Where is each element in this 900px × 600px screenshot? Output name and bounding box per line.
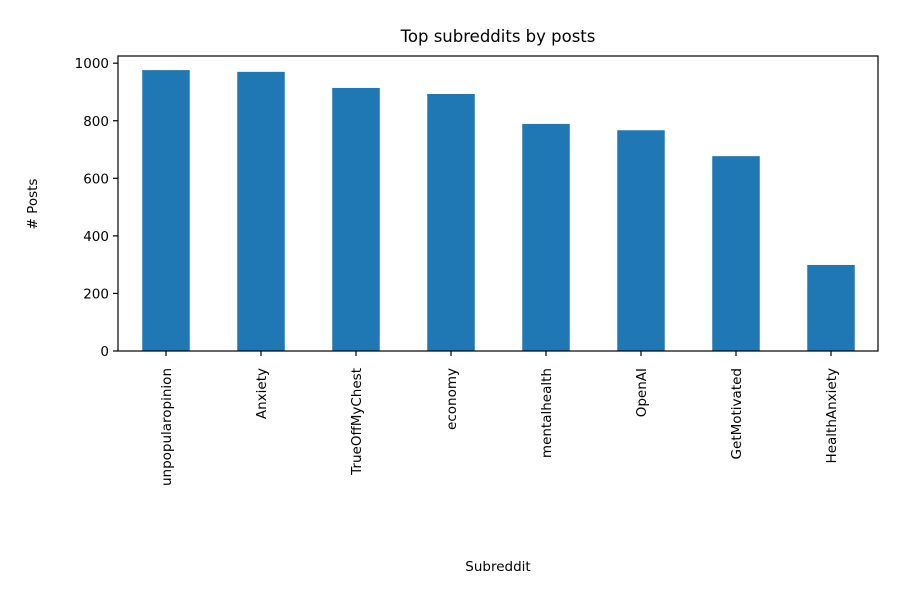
y-tick-label: 600 xyxy=(83,171,109,187)
y-tick-label: 200 xyxy=(83,286,109,302)
y-tick-label: 400 xyxy=(83,229,109,245)
x-axis: unpopularopinion Anxiety TrueOffMyChest eco… xyxy=(159,351,840,486)
chart-title: Top subreddits by posts xyxy=(400,27,596,46)
x-axis-label: Subreddit xyxy=(465,559,530,575)
y-tick-label: 0 xyxy=(100,344,109,360)
x-tick-label: economy xyxy=(444,368,460,430)
bar-unpopularopinion xyxy=(142,70,190,351)
x-tick-label: GetMotivated xyxy=(729,368,745,459)
x-tick-label: OpenAI xyxy=(634,368,650,417)
y-tick-label: 1000 xyxy=(75,56,109,72)
x-tick-label: mentalhealth xyxy=(539,368,555,458)
bar-anxiety xyxy=(237,71,285,351)
bars-group xyxy=(142,70,855,352)
x-tick-label: unpopularopinion xyxy=(159,368,175,486)
plot-frame xyxy=(117,55,879,352)
bar-trueoffmychest xyxy=(332,87,380,351)
y-axis-label: # Posts xyxy=(25,179,41,230)
x-tick-label: TrueOffMyChest xyxy=(349,368,365,476)
bar-mentalhealth xyxy=(522,123,570,351)
x-tick-label: Anxiety xyxy=(254,368,270,419)
x-tick-label: HealthAnxiety xyxy=(824,368,840,463)
y-tick-label: 800 xyxy=(83,114,109,130)
bar-economy xyxy=(427,93,475,352)
bar-openai xyxy=(617,130,665,351)
bar-healthanxiety xyxy=(807,264,855,351)
bar-getmotivated xyxy=(712,156,760,351)
y-axis: 0 200 400 600 800 1000 xyxy=(75,56,118,360)
